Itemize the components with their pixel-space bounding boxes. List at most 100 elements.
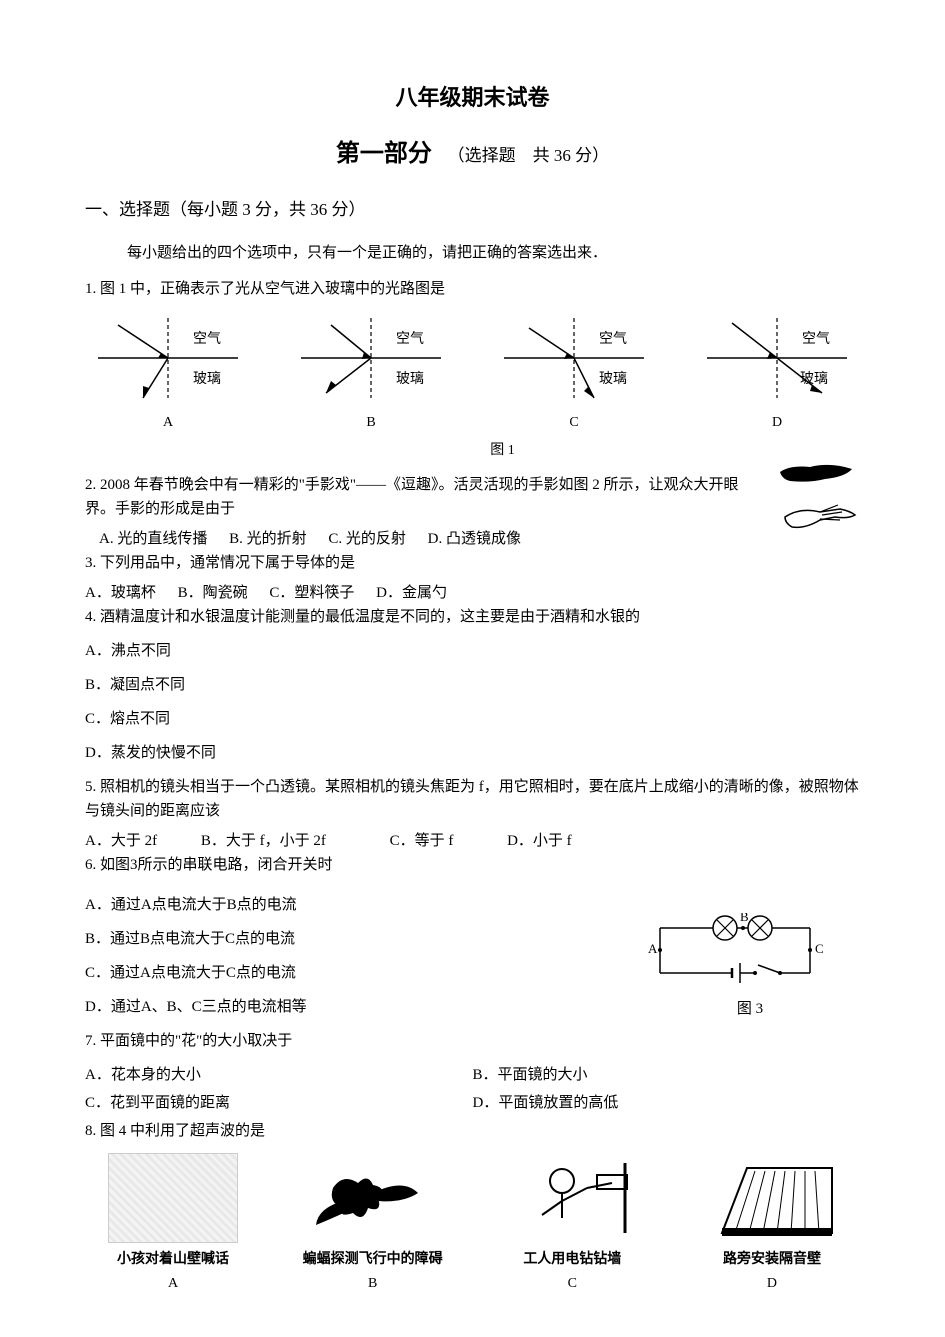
- svg-text:C: C: [815, 941, 824, 956]
- q8-img-d: [707, 1153, 837, 1243]
- q7-options: A．花本身的大小 C．花到平面镜的距离 B．平面镜的大小 D．平面镜放置的高低: [85, 1059, 860, 1119]
- q8-caption-d: 路旁安装隔音壁: [723, 1249, 821, 1271]
- q1-c-air: 空气: [599, 331, 627, 347]
- q8-caption-c: 工人用电钻钻墙: [523, 1249, 621, 1271]
- q6-opt-b: B．通过B点电流大于C点的电流: [85, 927, 640, 951]
- q8-figure-row: 小孩对着山壁喊话 A 蝙蝠探测飞行中的障碍 B 工人用电钻钻墙 C: [85, 1153, 860, 1296]
- q2-options: A. 光的直线传播 B. 光的折射 C. 光的反射 D. 凸透镜成像: [99, 527, 860, 551]
- q8-item-d: 路旁安装隔音壁 D: [692, 1153, 852, 1296]
- q6-opt-c: C．通过A点电流大于C点的电流: [85, 961, 640, 985]
- refraction-diagram-c: 空气 玻璃: [499, 313, 649, 408]
- part-header: 第一部分 （选择题 共 36 分）: [85, 135, 860, 173]
- q1-diagram-c: 空气 玻璃 C: [499, 313, 649, 434]
- part-sub: （选择题 共 36 分）: [448, 146, 610, 165]
- q8-num: 8.: [85, 1123, 96, 1139]
- q8-letter-c: C: [568, 1273, 577, 1295]
- q1-diagram-b: 空气 玻璃 B: [296, 313, 446, 434]
- q2-opt-c: C. 光的反射: [328, 527, 406, 551]
- q2-num: 2.: [85, 477, 96, 493]
- q5-opt-b: B．大于 f，小于 2f: [201, 829, 326, 853]
- q6-opt-d: D．通过A、B、C三点的电流相等: [85, 995, 640, 1019]
- question-6: 6. 如图3所示的串联电路，闭合开关时: [85, 853, 860, 877]
- question-7: 7. 平面镜中的"花"的大小取决于: [85, 1029, 860, 1053]
- q8-img-c: [507, 1153, 637, 1243]
- section-label: 一、选择题（每小题 3 分，共 36 分）: [85, 196, 860, 223]
- q1-b-glass: 玻璃: [396, 370, 424, 387]
- q5-num: 5.: [85, 779, 96, 795]
- q8-caption-a: 小孩对着山壁喊话: [117, 1249, 229, 1271]
- q2-text: 2008 年春节晚会中有一精彩的"手影戏"——《逗趣》。活灵活现的手影如图 2 …: [85, 477, 739, 517]
- q6-text: 如图3所示的串联电路，闭合开关时: [100, 857, 333, 873]
- part-main: 第一部分: [336, 141, 432, 167]
- q7-opt-a: A．花本身的大小: [85, 1063, 473, 1087]
- q4-opt-d: D．蒸发的快慢不同: [85, 741, 860, 765]
- q2-opt-b: B. 光的折射: [229, 527, 307, 551]
- q8-img-b: [308, 1153, 438, 1243]
- q8-text: 图 4 中利用了超声波的是: [100, 1123, 265, 1139]
- refraction-diagram-d: 空气 玻璃: [702, 313, 852, 408]
- q8-letter-d: D: [767, 1273, 777, 1295]
- q6-figure-label: 图 3: [640, 997, 860, 1021]
- q1-diagram-a: 空气 玻璃 A: [93, 313, 243, 434]
- question-2: 2. 2008 年春节晚会中有一精彩的"手影戏"——《逗趣》。活灵活现的手影如图…: [85, 473, 860, 521]
- hand-shadow-icon: [770, 457, 860, 547]
- q3-opt-d: D．金属勺: [376, 581, 447, 605]
- question-3: 3. 下列用品中，通常情况下属于导体的是: [85, 551, 860, 575]
- q1-d-label: D: [772, 412, 782, 434]
- q4-options: A．沸点不同 B．凝固点不同 C．熔点不同 D．蒸发的快慢不同: [85, 639, 860, 765]
- q7-opt-d: D．平面镜放置的高低: [473, 1091, 861, 1115]
- q1-d-air: 空气: [802, 331, 830, 347]
- q1-diagram-d: 空气 玻璃 D: [702, 313, 852, 434]
- q1-figure-row: 空气 玻璃 A 空气 玻璃 B 空气 玻璃 C: [85, 313, 860, 434]
- question-1: 1. 图 1 中，正确表示了光从空气进入玻璃中的光路图是: [85, 277, 860, 301]
- q8-caption-b: 蝙蝠探测飞行中的障碍: [303, 1249, 443, 1271]
- q6-num: 6.: [85, 857, 96, 873]
- q1-text: 图 1 中，正确表示了光从空气进入玻璃中的光路图是: [100, 281, 445, 297]
- q4-opt-c: C．熔点不同: [85, 707, 860, 731]
- q1-figure-caption: 图 1: [145, 440, 860, 462]
- q8-item-a: 小孩对着山壁喊话 A: [93, 1153, 253, 1296]
- svg-text:A: A: [648, 941, 658, 956]
- q2-opt-a: A. 光的直线传播: [99, 527, 207, 551]
- q1-b-label: B: [366, 412, 375, 434]
- q1-c-label: C: [569, 412, 578, 434]
- q1-a-label: A: [163, 412, 173, 434]
- q3-text: 下列用品中，通常情况下属于导体的是: [100, 555, 355, 571]
- refraction-diagram-b: 空气 玻璃: [296, 313, 446, 408]
- q6-opt-a: A．通过A点电流大于B点的电流: [85, 893, 640, 917]
- svg-text:B: B: [740, 913, 749, 924]
- q6-options: A．通过A点电流大于B点的电流 B．通过B点电流大于C点的电流 C．通过A点电流…: [85, 883, 640, 1029]
- q5-opt-c: C．等于 f: [390, 829, 454, 853]
- q8-item-c: 工人用电钻钻墙 C: [492, 1153, 652, 1296]
- q6-body: A．通过A点电流大于B点的电流 B．通过B点电流大于C点的电流 C．通过A点电流…: [85, 883, 860, 1029]
- q7-num: 7.: [85, 1033, 96, 1049]
- q8-img-a: [108, 1153, 238, 1243]
- instruction: 每小题给出的四个选项中，只有一个是正确的，请把正确的答案选出来．: [127, 241, 860, 265]
- q4-num: 4.: [85, 609, 96, 625]
- question-8: 8. 图 4 中利用了超声波的是: [85, 1119, 860, 1143]
- q2-opt-d: D. 凸透镜成像: [428, 527, 521, 551]
- q5-opt-d: D．小于 f: [507, 829, 572, 853]
- q3-opt-c: C．塑料筷子: [269, 581, 354, 605]
- hand-shadow-figure: [770, 457, 860, 547]
- q3-opt-b: B．陶瓷碗: [178, 581, 248, 605]
- exam-title: 八年级期末试卷: [85, 80, 860, 115]
- q4-opt-a: A．沸点不同: [85, 639, 860, 663]
- q7-opt-c: C．花到平面镜的距离: [85, 1091, 473, 1115]
- q8-item-b: 蝙蝠探测飞行中的障碍 B: [293, 1153, 453, 1296]
- q7-text: 平面镜中的"花"的大小取决于: [100, 1033, 292, 1049]
- q1-d-glass: 玻璃: [800, 370, 828, 387]
- q1-num: 1.: [85, 281, 96, 297]
- q8-letter-b: B: [368, 1273, 377, 1295]
- refraction-diagram-a: 空气 玻璃: [93, 313, 243, 408]
- q5-options: A．大于 2f B．大于 f，小于 2f C．等于 f D．小于 f: [85, 829, 860, 853]
- q1-b-air: 空气: [396, 331, 424, 347]
- q4-opt-b: B．凝固点不同: [85, 673, 860, 697]
- q1-c-glass: 玻璃: [599, 370, 627, 387]
- q3-opt-a: A．玻璃杯: [85, 581, 156, 605]
- q1-a-glass: 玻璃: [193, 370, 221, 387]
- circuit-diagram: A B C: [640, 913, 830, 993]
- q3-options: A．玻璃杯 B．陶瓷碗 C．塑料筷子 D．金属勺: [85, 581, 860, 605]
- question-4: 4. 酒精温度计和水银温度计能测量的最低温度是不同的，这主要是由于酒精和水银的: [85, 605, 860, 629]
- q5-opt-a: A．大于 2f: [85, 829, 157, 853]
